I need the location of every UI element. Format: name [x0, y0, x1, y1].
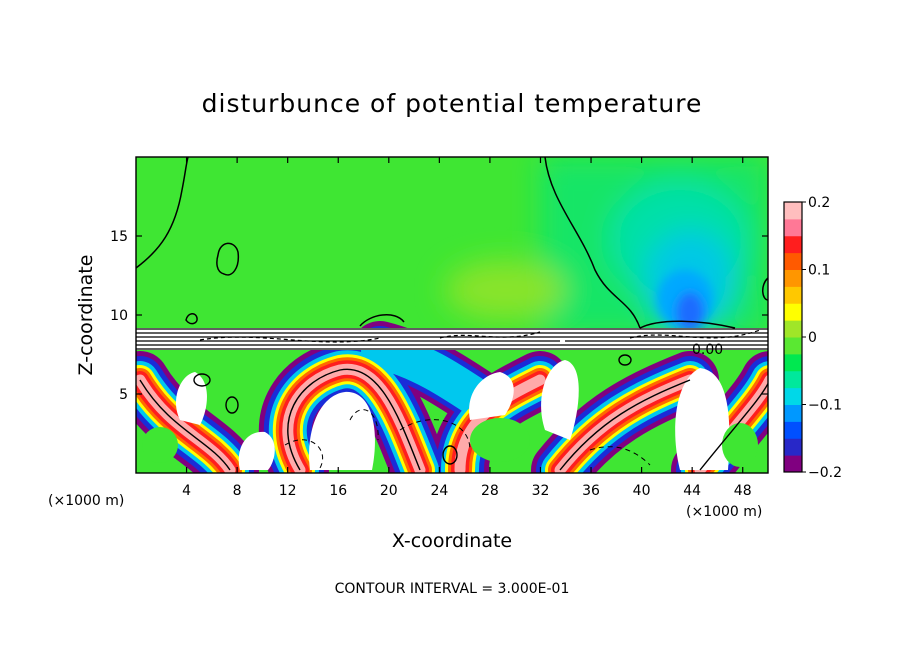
colorbar-swatch	[784, 303, 802, 321]
x-unit-left: (×1000 m)	[48, 493, 124, 509]
colorbar-swatch	[784, 387, 802, 405]
colorbar-tick-label: 0.2	[808, 195, 830, 211]
colorbar-swatch	[784, 202, 802, 220]
y-axis: 5 10 15	[110, 229, 768, 403]
lower-turbulence	[136, 321, 768, 473]
x-tick-label: 20	[380, 483, 398, 499]
y-axis-label: Z-coordinate	[75, 255, 97, 376]
colorbar-swatch	[784, 320, 802, 338]
y-tick-label: 5	[119, 387, 128, 403]
x-tick-label: 4	[182, 483, 191, 499]
colorbar-swatch	[784, 235, 802, 254]
interface-band	[136, 328, 768, 350]
colorbar-swatch	[784, 438, 802, 456]
colorbar-swatch	[784, 353, 802, 372]
upper-contours	[136, 157, 768, 329]
colorbar-swatch	[784, 370, 802, 389]
x-tick-label: 32	[532, 483, 550, 499]
x-tick-label: 48	[734, 483, 752, 499]
plot-area: 0.00	[136, 157, 768, 473]
colorbar-tick-label: −0.2	[808, 465, 842, 481]
colorbar-swatch	[784, 421, 802, 439]
colorbar-tick-label: 0.1	[808, 263, 830, 279]
colorbar-tick-label: 0	[808, 330, 817, 346]
colorbar-swatch	[784, 252, 802, 270]
colorbar-swatch	[784, 455, 802, 473]
colorbar-swatch	[784, 269, 802, 287]
x-tick-label: 8	[233, 483, 242, 499]
colorbar-swatch	[784, 337, 802, 355]
x-tick-label: 24	[430, 483, 448, 499]
x-tick-label: 36	[582, 483, 600, 499]
x-axis: 4 8 12 16 20 24 28 32 36 40 44 48	[182, 157, 752, 499]
colorbar: 0.2 0.1 0 −0.1 −0.2	[783, 195, 842, 481]
y-tick-label: 10	[110, 308, 128, 324]
x-axis-label: X-coordinate	[392, 530, 512, 552]
x-tick-label: 44	[683, 483, 701, 499]
chart-title: disturbunce of potential temperature	[202, 89, 703, 118]
y-tick-label: 15	[110, 229, 128, 245]
x-tick-label: 16	[329, 483, 347, 499]
x-tick-label: 40	[633, 483, 651, 499]
contour-interval-note: CONTOUR INTERVAL = 3.000E-01	[335, 581, 570, 597]
x-unit-right: (×1000 m)	[686, 504, 762, 520]
colorbar-swatch	[784, 404, 802, 422]
x-tick-label: 28	[481, 483, 499, 499]
colorbar-tick-label: −0.1	[808, 398, 842, 414]
x-tick-label: 12	[279, 483, 297, 499]
contour-label: 0.00	[692, 342, 723, 358]
colorbar-swatch	[784, 218, 802, 237]
colorbar-swatch	[784, 286, 802, 304]
upper-field-variations	[445, 157, 768, 335]
